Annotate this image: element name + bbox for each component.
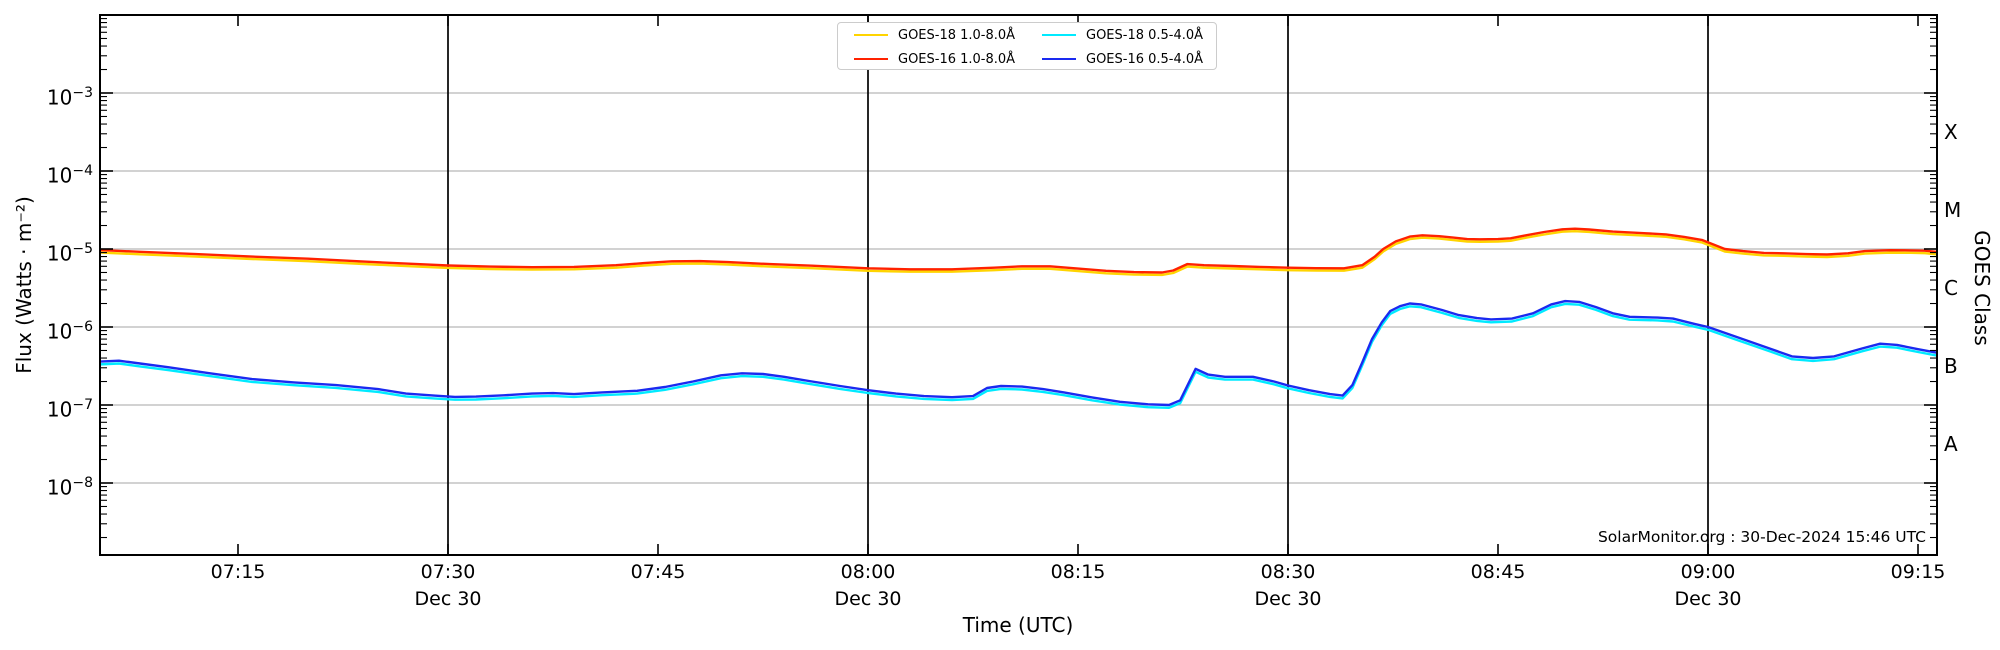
legend-label-goes16-short: GOES-16 0.5-4.0Å <box>1086 51 1204 67</box>
date-label-0800: Dec 30 <box>834 588 902 610</box>
ytick-1e-5: 10−5 <box>46 241 93 266</box>
ytick-1e-3: 10−3 <box>46 85 93 110</box>
legend-item-goes18-short: GOES-18 0.5-4.0Å <box>1042 28 1216 43</box>
legend-label-goes16-long: GOES-16 1.0-8.0Å <box>898 51 1016 67</box>
date-label-0900: Dec 30 <box>1674 588 1742 610</box>
y-axis-title: Flux (Watts · m⁻²) <box>12 196 36 374</box>
day-marker-lines <box>447 15 1709 555</box>
xtick-0845: 08:45 <box>1470 561 1526 583</box>
legend-swatch-goes18-long <box>854 33 888 37</box>
curve-goes-18-1.08.0 <box>100 229 1937 277</box>
x-axis-title: Time (UTC) <box>962 613 1074 637</box>
legend-label-goes18-long: GOES-18 1.0-8.0Å <box>898 27 1016 43</box>
ytick-1e-6: 10−6 <box>46 319 93 344</box>
goes-class-x: X <box>1944 120 1958 144</box>
y-axis-ticks <box>100 18 1937 539</box>
legend: GOES-18 1.0-8.0Å GOES-18 0.5-4.0Å GOES-1… <box>837 22 1217 70</box>
legend-label-goes18-short: GOES-18 0.5-4.0Å <box>1086 27 1204 43</box>
goes-class-b: B <box>1944 354 1958 378</box>
legend-swatch-goes18-short <box>1042 33 1076 37</box>
curve-goes-16-0.54.0 <box>100 299 1937 407</box>
date-label-0830: Dec 30 <box>1254 588 1322 610</box>
watermark-text: SolarMonitor.org : 30-Dec-2024 15:46 UTC <box>1597 528 1926 546</box>
xtick-0800: 08:00 <box>840 561 896 583</box>
legend-item-goes18-long: GOES-18 1.0-8.0Å <box>854 28 1042 43</box>
plot-frame <box>99 14 1938 556</box>
ytick-1e-8: 10−8 <box>46 475 93 500</box>
legend-item-goes16-long: GOES-16 1.0-8.0Å <box>854 52 1042 67</box>
goes-class-m: M <box>1944 198 1962 222</box>
date-label-0730: Dec 30 <box>414 588 482 610</box>
flux-curves <box>100 227 1937 409</box>
y-axis-title-right: GOES Class <box>1970 230 1994 346</box>
xtick-0830: 08:30 <box>1260 561 1316 583</box>
xtick-0915: 09:15 <box>1890 561 1946 583</box>
legend-swatch-goes16-short <box>1042 57 1076 61</box>
curve-goes-16-1.08.0 <box>100 227 1937 274</box>
ytick-1e-7: 10−7 <box>46 397 93 422</box>
legend-swatch-goes16-long <box>854 57 888 61</box>
xtick-0730: 07:30 <box>420 561 476 583</box>
curve-goes-18-0.54.0 <box>100 302 1937 409</box>
ytick-1e-4: 10−4 <box>46 163 93 188</box>
xtick-0745: 07:45 <box>630 561 686 583</box>
legend-item-goes16-short: GOES-16 0.5-4.0Å <box>1042 52 1216 67</box>
goes-class-c: C <box>1944 276 1958 300</box>
x-axis-ticks <box>237 15 1919 555</box>
xtick-0815: 08:15 <box>1050 561 1106 583</box>
xtick-0900: 09:00 <box>1680 561 1736 583</box>
gridlines <box>100 92 1937 484</box>
xtick-0715: 07:15 <box>210 561 266 583</box>
goes-class-a: A <box>1944 432 1958 456</box>
